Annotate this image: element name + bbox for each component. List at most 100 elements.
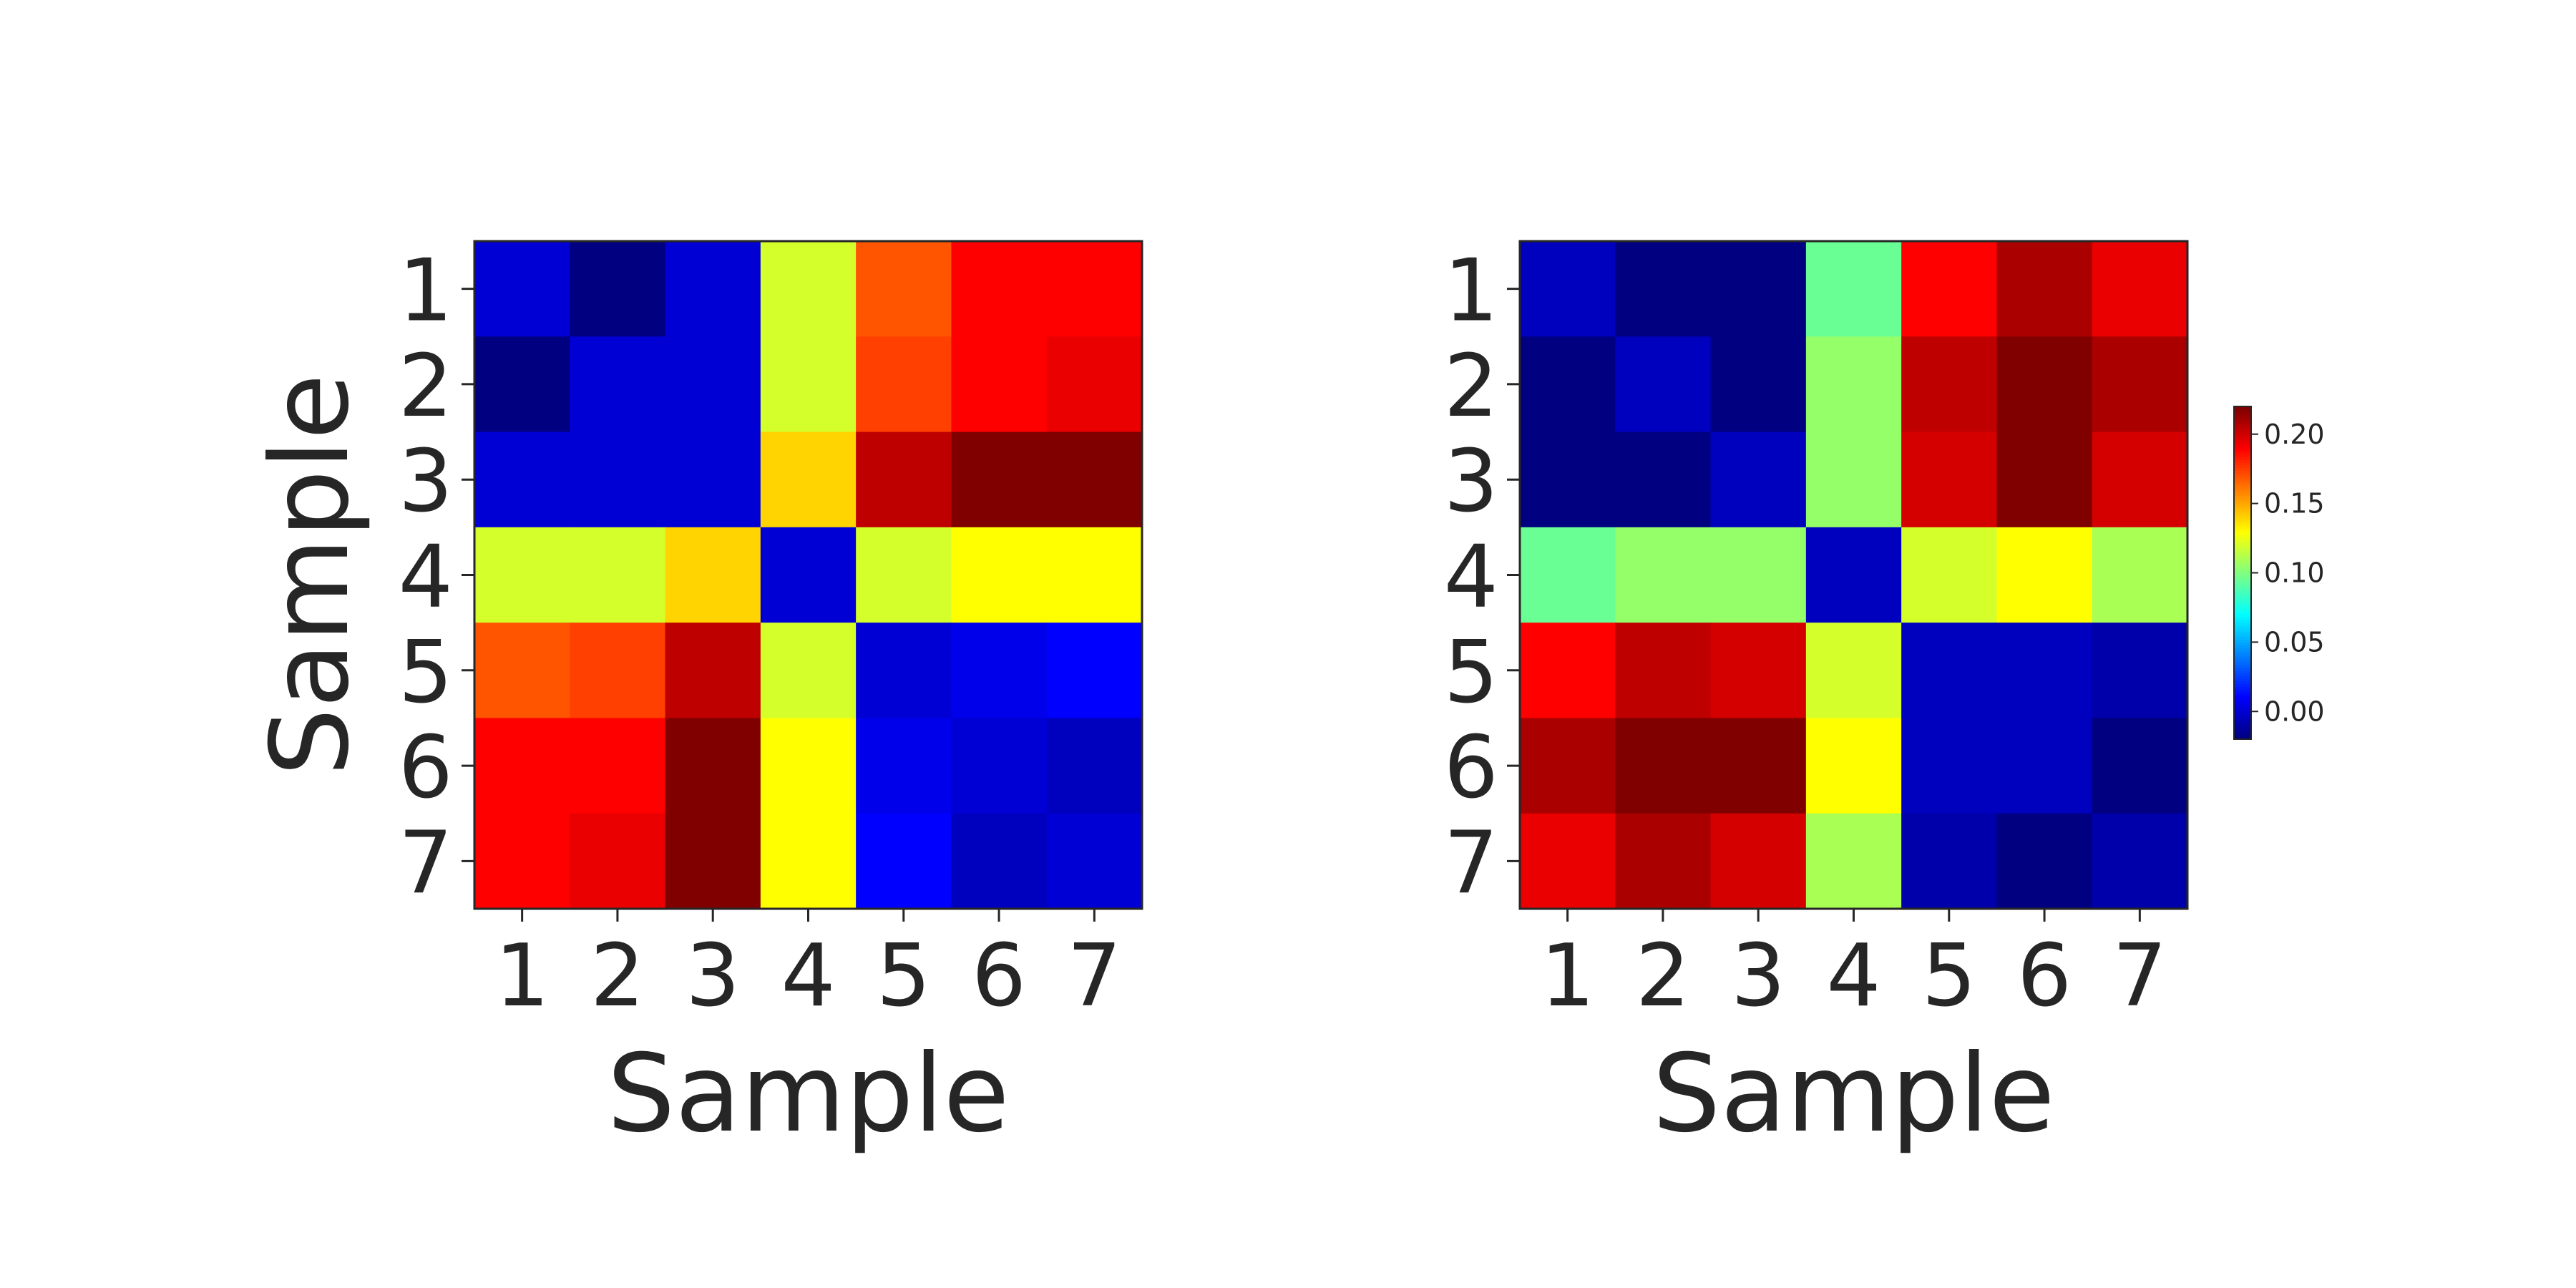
heatmap-cell (1805, 336, 1902, 433)
y-tick-label: 4 (399, 528, 453, 628)
heatmap-cell (1046, 623, 1143, 719)
colorbar-band (2234, 531, 2251, 535)
colorbar-band (2234, 703, 2251, 707)
heatmap-left-cells (474, 241, 1143, 909)
colorbar-band (2234, 514, 2251, 518)
heatmap-cell (2092, 813, 2188, 909)
colorbar-band (2234, 575, 2251, 580)
colorbar-band (2234, 481, 2251, 485)
colorbar-band (2234, 678, 2251, 682)
y-tick-label: 2 (1444, 337, 1498, 436)
x-tick-label: 4 (781, 927, 835, 1026)
colorbar-band (2234, 559, 2251, 562)
heatmap-cell (570, 718, 666, 814)
heatmap-cell (951, 241, 1048, 337)
heatmap-cell (2092, 623, 2188, 719)
colorbar-band (2234, 692, 2251, 696)
heatmap-cell (760, 336, 857, 433)
x-tick-label: 5 (877, 927, 931, 1026)
heatmap-cell (665, 241, 761, 337)
colorbar-band (2234, 423, 2251, 426)
heatmap-cell (570, 336, 666, 433)
colorbar-band (2234, 420, 2251, 424)
colorbar-band (2234, 592, 2251, 596)
colorbar-band (2234, 700, 2251, 704)
heatmap-cell (665, 813, 761, 909)
colorbar-band (2234, 459, 2251, 463)
heatmap-cell (1046, 813, 1143, 909)
heatmap-cell (1615, 718, 1712, 814)
heatmap-cell (1805, 241, 1902, 337)
colorbar-band (2234, 475, 2251, 479)
x-tick-label: 4 (1826, 927, 1880, 1026)
colorbar-band (2234, 673, 2251, 676)
colorbar-band (2234, 633, 2251, 638)
colorbar-band (2234, 540, 2251, 543)
colorbar-band (2234, 689, 2251, 693)
colorbar-band (2234, 683, 2251, 688)
heatmap-cell (1520, 718, 1616, 814)
colorbar-band (2234, 414, 2251, 419)
x-tick-label: 1 (1540, 927, 1594, 1026)
colorbar-band (2234, 680, 2251, 685)
heatmap-cell (760, 431, 857, 528)
heatmap-cell (1046, 718, 1143, 814)
heatmap-cell (951, 623, 1048, 719)
heatmap-cell (1710, 718, 1807, 814)
colorbar-band (2234, 470, 2251, 474)
heatmap-cell (1710, 431, 1807, 528)
heatmap-cell (760, 718, 857, 814)
colorbar-band (2234, 578, 2251, 582)
colorbar-band (2234, 708, 2251, 713)
heatmap-cell (951, 431, 1048, 528)
heatmap-cell (1520, 527, 1616, 623)
heatmap-cell (2092, 527, 2188, 623)
colorbar-band (2234, 467, 2251, 471)
colorbar-band (2234, 417, 2251, 421)
colorbar-band (2234, 553, 2251, 557)
colorbar-band (2234, 464, 2251, 469)
heatmap-cell (1996, 431, 2093, 528)
colorbar-tick-label: 0.20 (2264, 419, 2325, 450)
heatmap-cell (1615, 623, 1712, 719)
x-tick-label: 2 (590, 927, 645, 1026)
colorbar-band (2234, 611, 2251, 615)
colorbar-band (2234, 478, 2251, 482)
colorbar-tick-label: 0.05 (2264, 626, 2325, 658)
heatmap-cell (474, 241, 570, 337)
colorbar-band (2234, 733, 2251, 737)
colorbar-band (2234, 556, 2251, 560)
colorbar-band (2234, 728, 2251, 732)
colorbar-band (2234, 550, 2251, 555)
heatmap-cell (1615, 431, 1712, 528)
heatmap-cell (1615, 527, 1712, 623)
heatmap-cell (1046, 527, 1143, 623)
colorbar-band (2234, 426, 2251, 429)
heatmap-cell (570, 527, 666, 623)
heatmap-cell (856, 813, 952, 909)
heatmap-cell (856, 623, 952, 719)
x-tick-label: 2 (1636, 927, 1690, 1026)
heatmap-cell (1996, 336, 2093, 433)
colorbar-band (2234, 586, 2251, 590)
heatmap-cell (856, 718, 952, 814)
colorbar-band (2234, 431, 2251, 435)
colorbar-band (2234, 714, 2251, 718)
x-tick-label: 7 (2112, 927, 2167, 1026)
colorbar-band (2234, 620, 2251, 624)
colorbar-band (2234, 562, 2251, 565)
colorbar-band (2234, 451, 2251, 454)
heatmap-cell (2092, 336, 2188, 433)
heatmap-cell (1901, 241, 1998, 337)
heatmap-cell (1996, 623, 2093, 719)
colorbar-band (2234, 547, 2251, 552)
heatmap-cell (474, 527, 570, 623)
heatmap-cell (1901, 813, 1998, 909)
colorbar-band (2234, 614, 2251, 618)
colorbar-band (2234, 722, 2251, 726)
y-tick-label: 2 (399, 337, 453, 436)
heatmap-cell (570, 623, 666, 719)
colorbar-band (2234, 545, 2251, 549)
